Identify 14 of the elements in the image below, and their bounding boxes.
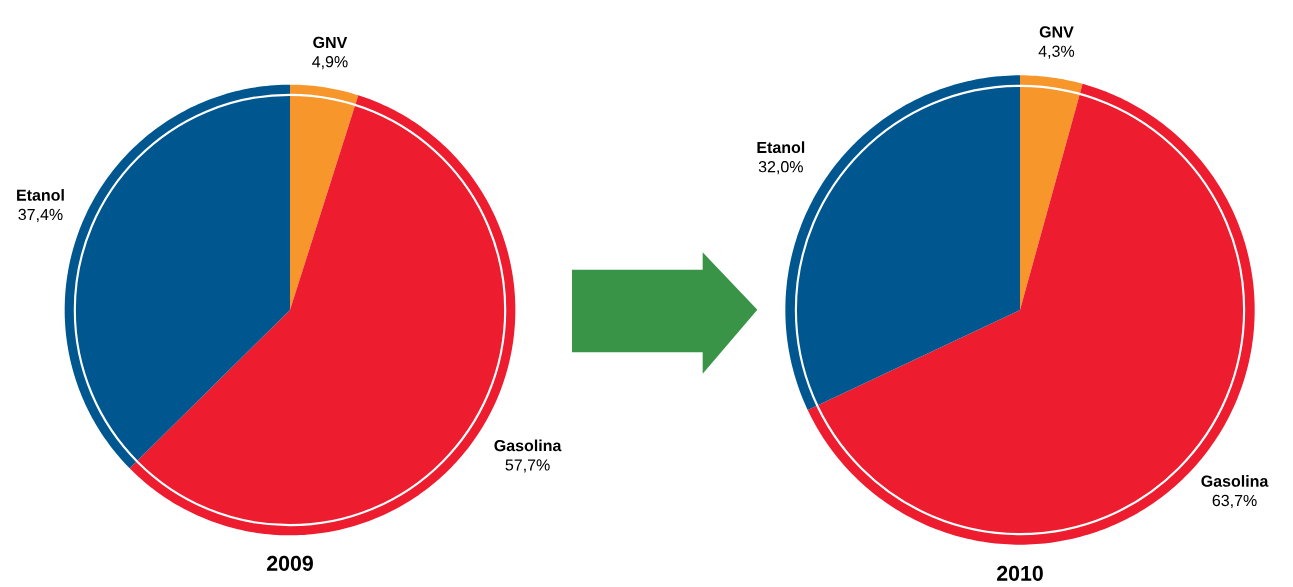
data-label: 4,9% [312, 56, 348, 70]
slice-label: Gasolina [494, 439, 562, 452]
data-label: 32,0% [758, 161, 803, 175]
data-label: 63,7% [1212, 494, 1257, 509]
slice-label: GNV [313, 36, 348, 49]
slice-label: Gasolina [1201, 475, 1269, 487]
data-label: 4,3% [1038, 45, 1075, 59]
data-label: 37,4% [18, 208, 63, 223]
text: 2010 [997, 565, 1043, 581]
slice-label: GNV [1039, 26, 1074, 38]
slice-label: Etanol [17, 189, 64, 201]
data-label: 57,7% [505, 459, 550, 473]
text: 2009 [267, 555, 313, 571]
slice-label: Etanol [757, 141, 805, 154]
